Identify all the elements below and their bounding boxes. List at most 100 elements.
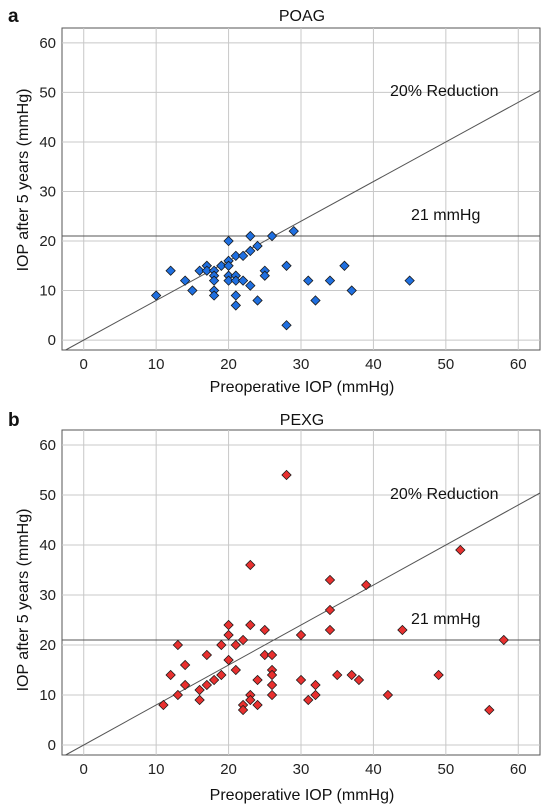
panel-a-data-point — [281, 260, 292, 271]
panel-b-data-point — [455, 544, 466, 556]
panel-b-data-point — [245, 559, 256, 571]
panel-a-reduction-label: 20% Reduction — [390, 83, 499, 100]
panel-a-data-point — [245, 245, 256, 257]
panel-a-y-tick-label: 60 — [39, 35, 56, 52]
panel-b: b PEXG IOP after 5 years (mmHg) Preopera… — [8, 410, 541, 804]
panel-b-data-point — [266, 669, 278, 681]
panel-a-x-tick-label: 0 — [80, 356, 88, 373]
panel-b-data-point — [353, 674, 365, 686]
panel-b-data-point — [230, 639, 241, 651]
panel-a-x-tick-label: 40 — [365, 356, 382, 373]
panel-b-data-point — [266, 689, 278, 701]
panel-a-data-point — [346, 285, 357, 296]
panel-b-data-point — [230, 664, 241, 676]
panel-a-data-point — [216, 260, 227, 271]
panel-a-data-point — [266, 230, 278, 242]
panel-b-data-point — [433, 669, 444, 681]
panel-a-data-point — [208, 275, 220, 286]
panel-a-y-tick-label: 30 — [39, 183, 56, 200]
panel-b-data-point — [324, 624, 336, 636]
panel-b-x-tick-label: 0 — [80, 761, 88, 778]
panel-a-data-point — [230, 290, 241, 301]
panel-b-data-point — [208, 674, 220, 686]
panel-a-data-point — [404, 275, 415, 286]
panel-a-data-point — [230, 275, 241, 286]
panel-a-title: POAG — [279, 8, 325, 25]
panel-b-y-tick-label: 40 — [39, 537, 56, 554]
panel-b-grid — [61, 429, 541, 756]
panel-b-data-point — [223, 629, 234, 641]
panel-b-y-tick-label: 0 — [48, 737, 56, 754]
panel-b-label: b — [8, 410, 20, 431]
panel-a-data-point — [245, 230, 256, 242]
panel-b-data-point — [201, 679, 213, 691]
panel-a-data-point — [303, 275, 314, 286]
panel-b-data-point — [223, 619, 234, 631]
panel-b-data-point — [252, 674, 263, 686]
panel-a-y-tick-label: 20 — [39, 233, 56, 250]
panel-b-y-tick-label: 60 — [39, 437, 56, 454]
panel-b-data-point — [172, 689, 184, 701]
panel-a-data-point — [230, 250, 241, 262]
panel-a-data-point — [223, 235, 234, 247]
panel-b-data-point — [498, 634, 509, 646]
panel-a-data-point — [281, 320, 292, 331]
panel-b-data-point — [223, 654, 234, 666]
panel-a-reduction-line — [65, 89, 541, 351]
panel-b-y-tick-label: 20 — [39, 637, 56, 654]
panel-a-data-point — [201, 265, 213, 276]
panel-b-data-point — [484, 704, 495, 716]
panel-b-y-tick-label: 30 — [39, 587, 56, 604]
panel-b-data-point — [266, 679, 278, 691]
panel-b-data-point — [237, 704, 249, 716]
panel-a-x-tick-label: 20 — [220, 356, 237, 373]
panel-b-data-point — [295, 629, 307, 641]
panel-b-data-point — [303, 694, 314, 706]
panel-b-reduction-line — [65, 492, 541, 756]
panel-b-title: PEXG — [280, 412, 324, 429]
panel-b-data-point — [158, 699, 169, 711]
panel-b-data-point — [346, 669, 357, 681]
panel-a-y-tick-label: 40 — [39, 134, 56, 151]
panel-b-data-point — [172, 639, 184, 651]
panel-b-y-axis-label: IOP after 5 years (mmHg) — [15, 509, 32, 692]
panel-a-x-tick-label: 10 — [148, 356, 165, 373]
panel-a-x-tick-label: 50 — [438, 356, 455, 373]
panel-a-data-point — [179, 275, 191, 286]
panel-b-data-point — [310, 689, 321, 701]
panel-a-data-point — [223, 275, 234, 286]
panel-a-data-point — [237, 250, 249, 262]
panel-b-data-point — [324, 574, 336, 586]
panel-a-data-point — [230, 300, 241, 311]
panel-b-x-tick-label: 60 — [510, 761, 527, 778]
panel-a-data-point — [208, 290, 220, 301]
panel-b-21mmhg-label: 21 mmHg — [411, 611, 480, 628]
panel-b-data-point — [259, 649, 270, 661]
panel-a-21mmhg-label: 21 mmHg — [411, 207, 480, 224]
panel-a-data-point — [310, 295, 321, 306]
panel-b-data-point — [266, 649, 278, 661]
panel-a-x-axis-label: Preoperative IOP (mmHg) — [210, 379, 395, 396]
panel-b-data-point — [165, 669, 176, 681]
panel-b-data-point — [179, 679, 191, 691]
panel-a-grid — [61, 27, 541, 351]
panel-b-data-point — [216, 669, 227, 681]
panel-b-y-tick-label: 50 — [39, 487, 56, 504]
panel-b-data-point — [361, 579, 372, 591]
panel-a-data-point — [252, 295, 263, 306]
panel-b-reduction-label: 20% Reduction — [390, 486, 499, 503]
panel-a-data-point — [245, 280, 256, 291]
panel-b-data-point — [397, 624, 408, 636]
panel-a-data-point — [187, 285, 198, 296]
panel-b-data-point — [245, 619, 256, 631]
panel-b-data-point — [324, 604, 336, 616]
panel-a-y-tick-label: 10 — [39, 283, 56, 300]
panel-a-label: a — [8, 6, 19, 27]
panel-a-data-point — [150, 290, 162, 301]
panel-a-data-point — [223, 260, 234, 271]
panel-b-data-point — [216, 639, 227, 651]
panel-b-y-tick-label: 10 — [39, 687, 56, 704]
panel-a-data-point — [324, 275, 336, 286]
panel-a-y-tick-label: 0 — [48, 332, 56, 349]
panel-b-x-axis-label: Preoperative IOP (mmHg) — [210, 787, 395, 804]
